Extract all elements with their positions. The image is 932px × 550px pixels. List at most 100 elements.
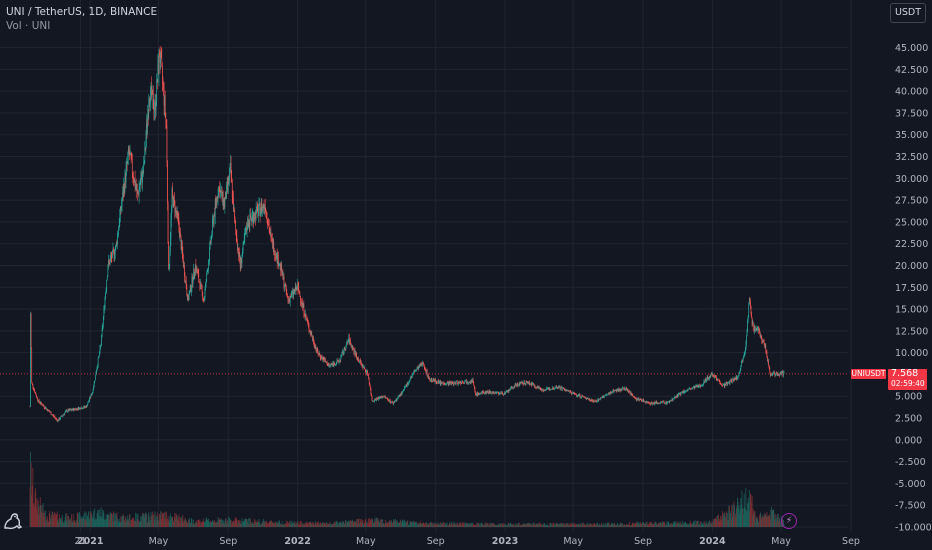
candle-body xyxy=(733,378,734,381)
volume-bar xyxy=(631,522,633,527)
volume-bar xyxy=(618,525,620,527)
volume-bar xyxy=(311,523,313,527)
candle-body xyxy=(463,382,464,384)
tradingview-logo-icon[interactable] xyxy=(2,510,24,532)
volume-bar xyxy=(446,524,447,527)
candle-body xyxy=(544,389,546,391)
currency-unit-button[interactable]: USDT xyxy=(890,3,926,23)
candle-body xyxy=(587,398,589,399)
candle-body xyxy=(243,239,245,241)
volume-bar xyxy=(659,522,660,527)
candle-body xyxy=(360,363,362,364)
volume-bar xyxy=(36,498,38,527)
volume-bar xyxy=(485,523,487,527)
volume-bar xyxy=(676,523,677,527)
volume-bar xyxy=(746,511,748,527)
candle-body xyxy=(221,190,223,199)
volume-bar xyxy=(117,518,118,527)
volume-bar xyxy=(671,522,672,527)
candle-body xyxy=(248,224,250,226)
candle-body xyxy=(710,376,712,378)
volume-bar xyxy=(90,510,92,527)
volume-bar xyxy=(764,512,766,527)
candle-body xyxy=(297,284,299,287)
volume-bar xyxy=(73,520,75,527)
candle-body xyxy=(200,283,202,285)
volume-bar xyxy=(205,521,206,527)
price-axis[interactable]: 45.00042.50040.00037.50035.00032.50030.0… xyxy=(895,43,932,533)
candle-body xyxy=(697,386,699,387)
candle-body xyxy=(346,342,348,344)
candle-body xyxy=(194,264,196,274)
volume-bar xyxy=(632,523,634,527)
candle-body xyxy=(243,240,244,244)
volume-bar xyxy=(361,522,363,527)
candle-body xyxy=(546,388,548,389)
candle-body xyxy=(523,382,525,385)
volume-bar xyxy=(330,523,331,527)
volume-bar xyxy=(531,525,533,527)
volume-bar xyxy=(292,524,294,527)
volume-bar xyxy=(425,525,426,527)
volume-bar xyxy=(716,516,718,527)
candle-body xyxy=(671,400,672,401)
volume-bar xyxy=(740,504,742,527)
volume-bar xyxy=(697,520,698,527)
candle-body xyxy=(402,390,404,392)
candle-body xyxy=(767,357,768,362)
candle-body xyxy=(461,381,463,384)
candle-body xyxy=(82,408,84,410)
candle-body xyxy=(560,387,562,389)
candle-body xyxy=(692,387,694,389)
volume-bar xyxy=(280,524,281,527)
candle-body xyxy=(675,396,676,398)
candle-body xyxy=(260,204,262,212)
volume-bar xyxy=(503,525,505,527)
volume-bar xyxy=(743,514,745,527)
volume-bar xyxy=(39,497,41,527)
candle-body xyxy=(333,363,334,366)
candle-body xyxy=(442,382,443,384)
candle-body xyxy=(208,262,209,271)
candle-body xyxy=(506,390,508,392)
lightning-icon[interactable]: ⚡ xyxy=(781,513,797,529)
volume-bar xyxy=(342,522,344,527)
candle-body xyxy=(363,367,364,369)
volume-bar xyxy=(108,515,109,527)
volume-bar xyxy=(758,521,760,527)
candle-body xyxy=(451,382,452,385)
candle-body xyxy=(153,108,155,112)
volume-bar xyxy=(256,520,258,527)
candle-body xyxy=(306,320,308,322)
candle-body xyxy=(230,162,232,177)
volume-bar xyxy=(229,517,230,527)
candle-body xyxy=(763,340,765,343)
candle-body xyxy=(401,392,402,395)
volume-indicator-label[interactable]: Vol · UNI xyxy=(6,20,51,32)
candle-body xyxy=(352,347,354,350)
volume-bar xyxy=(267,524,269,527)
volume-bar xyxy=(119,521,121,527)
volume-bar xyxy=(482,525,484,527)
candle-body xyxy=(54,416,55,418)
volume-bar xyxy=(680,523,682,527)
candle-body xyxy=(115,245,117,250)
volume-bar xyxy=(552,523,554,527)
volume-bar xyxy=(502,522,504,527)
volume-bar xyxy=(301,524,302,527)
candle-body xyxy=(663,401,664,403)
volume-bar xyxy=(594,524,596,527)
candle-body xyxy=(470,381,472,383)
candle-body xyxy=(149,100,151,104)
candle-body xyxy=(335,363,337,365)
volume-bar xyxy=(254,523,256,527)
symbol-title[interactable]: UNI / TetherUS, 1D, BINANCE xyxy=(6,6,158,18)
volume-bar xyxy=(538,525,539,527)
candle-body xyxy=(651,402,653,405)
volume-bar xyxy=(636,524,638,527)
volume-bar xyxy=(200,524,201,527)
volume-bar xyxy=(523,523,525,527)
candle-body xyxy=(109,259,111,265)
